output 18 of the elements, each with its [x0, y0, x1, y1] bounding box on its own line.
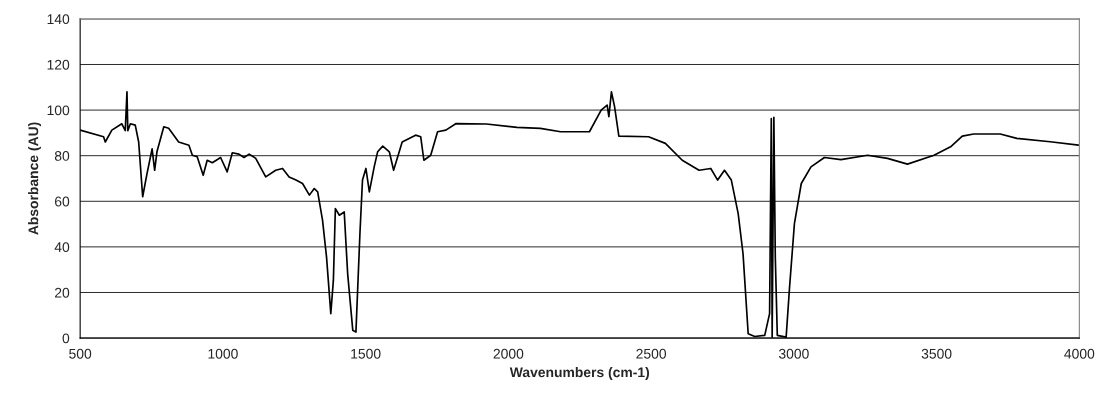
- y-tick-label: 60: [55, 196, 70, 207]
- y-tick-label: 20: [54, 287, 70, 298]
- x-tick-label: 500: [69, 348, 92, 359]
- x-tick-label: 3500: [921, 348, 952, 359]
- x-tick-label: 2500: [636, 348, 667, 359]
- y-tick-label: 120: [47, 59, 70, 70]
- x-tick-label: 2000: [493, 348, 524, 359]
- x-tick-label: 3000: [778, 348, 809, 359]
- y-tick-label: 40: [54, 242, 70, 253]
- x-axis-title: Wavenumbers (cm-1): [509, 367, 650, 380]
- y-tick-label: 100: [47, 105, 70, 116]
- y-tick-label: 140: [47, 14, 70, 25]
- y-tick-label: 80: [54, 151, 70, 161]
- y-axis-title: Absorbance (AU): [28, 122, 42, 235]
- x-tick-label: 1500: [351, 348, 381, 359]
- x-tick-label: 1000: [208, 348, 238, 359]
- x-tick-label: 4000: [1064, 348, 1095, 359]
- y-tick-label: 0: [62, 333, 70, 344]
